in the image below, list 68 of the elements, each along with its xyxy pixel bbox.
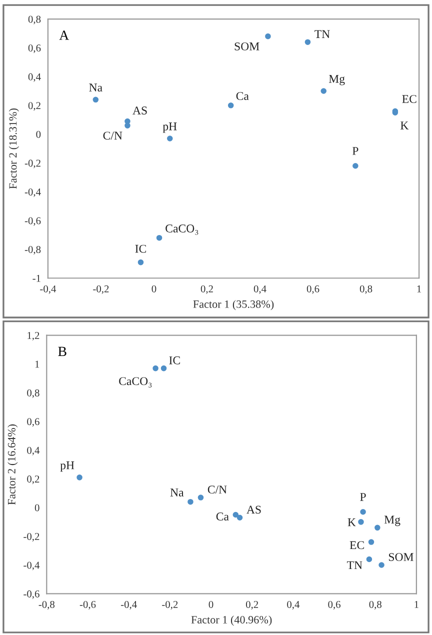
x-tick-label: 0,8: [360, 285, 372, 294]
y-tick-label: 0,2: [27, 476, 40, 484]
annotation: AS: [132, 106, 147, 114]
annotation: IC: [135, 244, 146, 253]
x-tick-label: 0: [208, 600, 214, 608]
y-tick-label: -1: [32, 274, 40, 282]
x-tick-label: 1: [414, 601, 418, 608]
y-tick-label: 0,6: [28, 44, 41, 54]
x-tick-label: 0,4: [254, 285, 266, 294]
annotation: Ca: [236, 92, 249, 100]
y-tick-label: -0,6: [24, 217, 41, 226]
annotation: TN: [314, 30, 330, 38]
y-tick-label: 0,8: [27, 389, 40, 398]
x-tick-label: 0,6: [306, 285, 320, 294]
y-tick-label: -0,6: [24, 590, 40, 599]
x-tick-label: -0,2: [162, 600, 178, 610]
annotation: C/N: [208, 486, 227, 494]
x-tick-label: 0,2: [246, 600, 258, 610]
y-tick-label: -0,8: [24, 246, 41, 255]
annotation: P: [360, 493, 366, 501]
x-tick-label: 0,4: [287, 600, 300, 610]
annotation: K: [400, 122, 409, 130]
x-tick-label: -0,4: [120, 600, 137, 610]
annotation: SOM: [388, 553, 414, 562]
y-tick-label: -0,4: [24, 188, 41, 197]
annotation: B: [58, 346, 66, 356]
x-axis-title: Factor 1 (35.38%): [193, 300, 274, 310]
annotation: P: [352, 147, 358, 155]
y-tick-label: 1: [35, 360, 40, 368]
y-tick-label: 0: [36, 130, 41, 138]
y-tick-label: 1,2: [28, 332, 40, 340]
annotation: TN: [347, 561, 362, 570]
y-tick-label: 0,4: [28, 73, 41, 82]
y-tick-label: 0,8: [28, 16, 41, 24]
annotation: Mg: [384, 516, 400, 526]
annotation: Ca: [216, 512, 229, 520]
annotation: Na: [170, 488, 184, 496]
annotation: Mg: [328, 74, 345, 86]
y-tick-label: 0: [34, 504, 40, 512]
annotation: CaCO₃: [119, 377, 152, 388]
y-tick-label: 0,6: [27, 418, 40, 427]
x-tick-label: 0,2: [200, 285, 213, 294]
x-tick-label: 0: [152, 285, 156, 292]
annotation: IC: [169, 356, 180, 364]
annotation: SOM: [234, 42, 260, 50]
y-tick-label: -0,4: [24, 562, 40, 570]
x-tick-label: 0,8: [369, 600, 382, 610]
annotation: K: [348, 518, 356, 526]
x-tick-label: 0,6: [328, 600, 340, 610]
x-tick-label: -0,6: [80, 600, 96, 610]
annotation: EC: [402, 95, 416, 104]
x-tick-label: -0,2: [93, 285, 109, 294]
annotation: A: [59, 30, 70, 40]
annotation: pH: [162, 122, 177, 133]
annotation: CaCO₃: [166, 224, 198, 235]
y-tick-label: 0,2: [28, 102, 40, 111]
annotation: Na: [89, 84, 102, 92]
annotation: C/N: [103, 132, 122, 140]
y-tick-label: -0,2: [24, 160, 40, 168]
annotation: AS: [246, 506, 261, 514]
annotation: EC: [350, 541, 364, 550]
y-axis-title: Factor 2 (16.64%): [8, 424, 18, 505]
x-tick-label: 1: [417, 285, 422, 292]
annotation: pH: [60, 461, 74, 472]
y-axis-title: Factor 2 (18.31%): [8, 108, 19, 189]
y-tick-label: 0,4: [27, 446, 40, 456]
x-axis-title: Factor 1 (40.96%): [191, 616, 272, 626]
y-tick-label: -0,2: [24, 532, 40, 542]
